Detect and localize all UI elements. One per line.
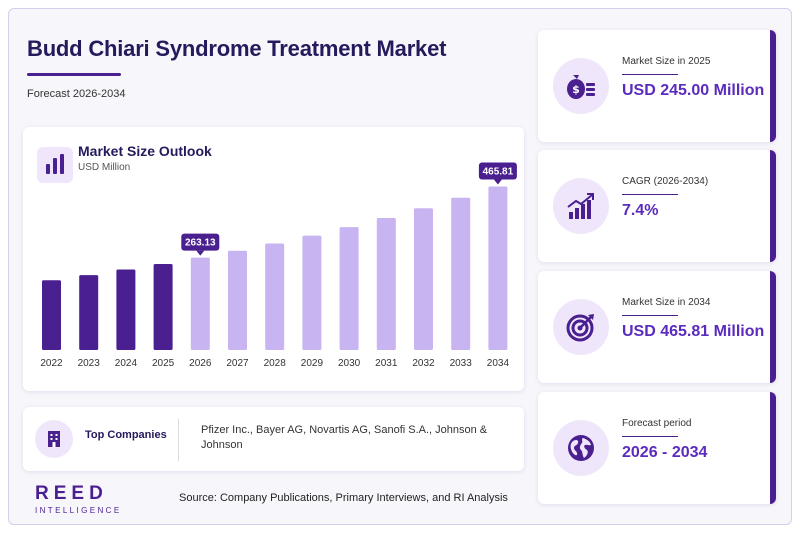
x-tick-label: 2022: [40, 358, 63, 369]
x-tick-label: 2030: [338, 358, 361, 369]
bar-2024: [116, 269, 136, 350]
target-icon: [553, 299, 609, 355]
stat-card-market-size-2025: $ Market Size in 2025 USD 245.00 Million: [538, 30, 776, 142]
logo-sub: INTELLIGENCE: [35, 506, 122, 515]
bar-2027: [228, 250, 247, 350]
stat-rule: [622, 315, 678, 316]
stat-label: CAGR (2026-2034): [622, 176, 709, 187]
title-underline: [27, 73, 121, 76]
stat-card-forecast-period: Forecast period 2026 - 2034: [538, 392, 776, 504]
bar-2031: [376, 218, 396, 350]
bar-chart-icon: [37, 147, 73, 183]
bar-2032: [414, 208, 433, 350]
chart-title: Market Size Outlook: [78, 143, 212, 159]
reed-intelligence-logo: REED INTELLIGENCE: [35, 483, 122, 515]
growth-chart-icon: [553, 178, 609, 234]
x-tick-label: 2027: [226, 358, 249, 369]
chart-card: Market Size Outlook USD Million 2022 2023…: [23, 127, 524, 391]
data-label-2026: 263.13: [181, 233, 220, 256]
stat-value: 2026 - 2034: [622, 444, 708, 461]
top-companies-list: Pfizer Inc., Bayer AG, Novartis AG, Sano…: [201, 424, 488, 451]
stat-label: Market Size in 2025: [622, 56, 711, 67]
bar-2022: [42, 280, 61, 350]
bar-2034: [488, 186, 508, 350]
bar-2028: [265, 243, 285, 350]
stat-label: Market Size in 2034: [622, 297, 711, 308]
logo-main: REED: [35, 483, 108, 504]
stat-rule: [622, 74, 678, 75]
page-subtitle: Forecast 2026-2034: [27, 88, 126, 100]
building-icon: [35, 420, 73, 458]
x-tick-label: 2032: [412, 358, 435, 369]
page-title: Budd Chiari Syndrome Treatment Market: [27, 36, 447, 61]
bar-2025: [153, 264, 173, 350]
source-note: Source: Company Publications, Primary In…: [179, 492, 508, 504]
x-tick-label: 2028: [264, 358, 287, 369]
x-tick-label: 2031: [375, 358, 398, 369]
bar-2033: [451, 197, 471, 350]
svg-text:465.81: 465.81: [483, 167, 514, 178]
x-tick-label: 2023: [78, 358, 101, 369]
x-tick-label: 2033: [450, 358, 473, 369]
svg-text:263.13: 263.13: [185, 238, 216, 249]
top-companies-card: Top Companies Pfizer Inc., Bayer AG, Nov…: [23, 407, 524, 471]
data-label-2034: 465.81: [478, 162, 517, 185]
stat-label: Forecast period: [622, 418, 692, 429]
stat-value: 7.4%: [622, 202, 659, 219]
stat-value: USD 465.81 Million: [622, 323, 765, 340]
svg-text:$: $: [572, 83, 580, 96]
x-tick-label: 2025: [152, 358, 175, 369]
stat-rule: [622, 436, 678, 437]
x-tick-label: 2034: [487, 358, 510, 369]
bar-chart: 2022 2023 2024 2025 2026 263.13 2027 2028 2029 20…: [40, 162, 517, 369]
stat-rule: [622, 194, 678, 195]
chart-unit: USD Million: [78, 162, 131, 173]
stat-card-cagr: CAGR (2026-2034) 7.4%: [538, 150, 776, 262]
top-companies-label: Top Companies: [85, 429, 167, 441]
x-tick-label: 2024: [115, 358, 138, 369]
bar-2029: [302, 235, 322, 350]
stat-value: USD 245.00 Million: [622, 82, 765, 99]
x-tick-label: 2026: [189, 358, 212, 369]
bar-2023: [79, 275, 99, 350]
stat-card-market-size-2034: Market Size in 2034 USD 465.81 Million: [538, 271, 776, 383]
globe-icon: [553, 420, 609, 476]
bar-2026: [190, 257, 210, 350]
money-bag-icon: $: [553, 58, 609, 114]
divider: [178, 419, 179, 461]
x-tick-label: 2029: [301, 358, 324, 369]
bar-2030: [339, 227, 359, 350]
